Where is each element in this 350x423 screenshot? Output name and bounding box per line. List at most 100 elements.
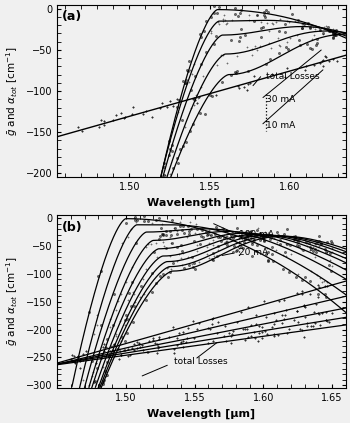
Point xyxy=(154,350,160,357)
Point xyxy=(287,242,293,248)
Point xyxy=(222,323,228,330)
Point xyxy=(131,288,136,295)
Point xyxy=(324,282,330,289)
Point xyxy=(239,236,245,242)
Point xyxy=(314,40,320,47)
Point xyxy=(136,339,142,346)
Point xyxy=(180,143,186,149)
Point xyxy=(118,110,124,117)
Point xyxy=(327,319,332,325)
Point xyxy=(150,336,155,343)
Point xyxy=(296,243,302,250)
Point xyxy=(229,36,234,43)
Point xyxy=(125,346,131,353)
Point xyxy=(263,6,269,13)
Point xyxy=(332,29,337,36)
Point xyxy=(312,246,318,253)
Point xyxy=(117,317,123,324)
Point xyxy=(149,220,155,227)
Point xyxy=(205,231,210,237)
Point xyxy=(262,328,268,335)
Point xyxy=(88,354,93,361)
Point xyxy=(279,233,284,240)
Point xyxy=(330,33,336,40)
Point xyxy=(314,36,319,42)
Point xyxy=(69,352,75,359)
Point xyxy=(282,73,288,80)
Point xyxy=(190,120,195,127)
Point xyxy=(303,239,309,246)
Point xyxy=(123,219,128,226)
Point xyxy=(228,339,234,346)
Point xyxy=(122,346,128,353)
Point xyxy=(296,37,301,44)
Point xyxy=(245,233,251,239)
Point xyxy=(286,18,292,25)
Point xyxy=(323,23,328,30)
Point xyxy=(112,341,117,348)
Point xyxy=(102,368,107,374)
Point xyxy=(128,226,134,233)
Point xyxy=(218,226,224,233)
Point xyxy=(180,77,186,84)
Point xyxy=(91,379,97,385)
Point xyxy=(305,20,311,27)
Point xyxy=(284,240,290,247)
Point xyxy=(307,45,313,52)
Point xyxy=(186,223,191,230)
Point xyxy=(108,343,113,349)
Point xyxy=(88,354,93,360)
Point xyxy=(133,219,139,226)
Point xyxy=(316,311,322,318)
Point xyxy=(103,371,108,378)
Point xyxy=(140,346,146,353)
Point xyxy=(310,247,316,254)
Text: 100 mA: 100 mA xyxy=(239,231,274,239)
Point xyxy=(284,17,289,24)
Point xyxy=(108,356,113,363)
Point xyxy=(301,302,307,309)
Point xyxy=(234,52,239,59)
Point xyxy=(229,233,234,239)
Point xyxy=(124,316,129,323)
Point xyxy=(132,217,138,224)
Point xyxy=(100,379,106,385)
Point xyxy=(206,239,212,246)
Point xyxy=(69,358,75,365)
Point xyxy=(71,353,77,360)
Text: total Losses: total Losses xyxy=(266,72,319,81)
Point xyxy=(322,277,327,284)
Point xyxy=(160,231,166,238)
Point xyxy=(224,239,230,245)
Point xyxy=(196,94,202,101)
Point xyxy=(276,50,282,57)
Point xyxy=(182,80,188,86)
Point xyxy=(224,236,230,242)
Point xyxy=(263,250,269,257)
Point xyxy=(176,159,181,166)
Point xyxy=(325,239,330,246)
Point xyxy=(282,249,288,256)
Point xyxy=(197,225,202,232)
Point xyxy=(126,290,131,297)
Point xyxy=(266,229,271,236)
Point xyxy=(174,228,180,235)
Point xyxy=(137,341,142,347)
Point xyxy=(205,324,210,331)
Point xyxy=(212,41,217,47)
Point xyxy=(224,228,230,235)
Point xyxy=(191,335,196,342)
Point xyxy=(262,231,268,237)
Point xyxy=(295,308,300,315)
Point xyxy=(264,331,270,338)
Point xyxy=(154,341,159,348)
Point xyxy=(174,104,180,111)
Point xyxy=(261,233,266,240)
Point xyxy=(217,233,222,240)
Point xyxy=(204,231,209,238)
Point xyxy=(328,238,333,245)
Point xyxy=(224,238,229,244)
Text: (b): (b) xyxy=(62,220,82,233)
Point xyxy=(117,347,123,354)
Point xyxy=(244,232,250,239)
